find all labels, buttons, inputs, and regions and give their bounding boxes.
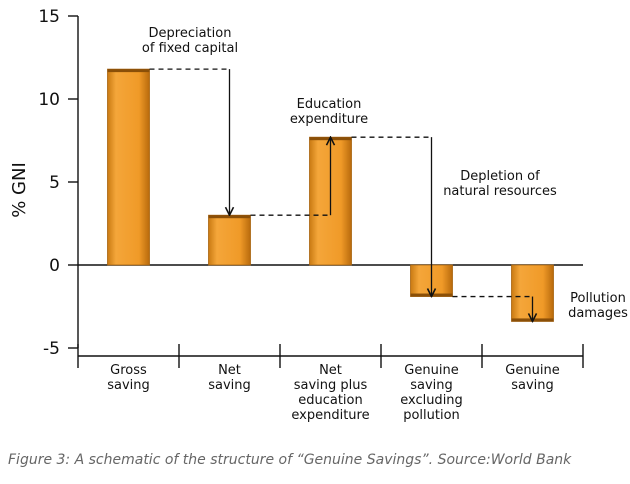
- axes: 15 10 5 0 -5: [38, 7, 584, 368]
- annotation-line: Depreciation: [149, 26, 232, 41]
- annotation-line: damages: [568, 306, 628, 321]
- category-label: Genuine saving excluding pollution: [400, 363, 463, 423]
- category-label: Genuine saving: [505, 363, 559, 393]
- category-label: Gross saving: [107, 363, 150, 393]
- bar: [208, 214, 251, 266]
- category-label-line: saving: [410, 378, 453, 393]
- y-tick-label: 10: [38, 90, 60, 110]
- category-label-line: saving: [107, 378, 150, 393]
- category-label-line: Net: [218, 363, 241, 378]
- bar: [107, 68, 150, 266]
- annotation-label: Depletion of natural resources: [443, 169, 557, 199]
- annotation-label: Pollution damages: [568, 291, 628, 321]
- category-label-line: saving: [208, 378, 251, 393]
- annotation-line: Depletion of: [460, 169, 540, 184]
- category-label-line: excluding: [400, 393, 463, 408]
- annotation-label: Depreciation of fixed capital: [142, 26, 238, 56]
- annotation-line: Education: [297, 97, 362, 112]
- y-tick-label: -5: [43, 339, 60, 359]
- bar-edge: [208, 215, 251, 219]
- y-tick-label: 5: [49, 173, 60, 193]
- category-label-line: Genuine: [505, 363, 559, 378]
- category-label: Net saving plus education expenditure: [291, 363, 369, 423]
- y-tick-label: 15: [38, 7, 60, 27]
- annotation-line: expenditure: [290, 112, 368, 127]
- category-label-line: Net: [319, 363, 342, 378]
- category-label-line: pollution: [403, 408, 460, 423]
- category-label-line: Genuine: [404, 363, 458, 378]
- category-label-line: saving plus: [294, 378, 368, 393]
- genuine-savings-chart: 15 10 5 0 -5 Depreciation of fixed capital Edu…: [9, 7, 628, 423]
- category-label-line: saving: [511, 378, 554, 393]
- category-label-line: Gross: [110, 363, 147, 378]
- category-label-line: expenditure: [291, 408, 369, 423]
- annotations: Depreciation of fixed capital Education exp…: [142, 26, 628, 321]
- y-tick-label: 0: [49, 256, 60, 276]
- annotation-line: natural resources: [443, 184, 557, 199]
- category-label: Net saving: [208, 363, 251, 393]
- y-axis-label: % GNI: [9, 162, 30, 218]
- category-label-line: education: [298, 393, 363, 408]
- annotation-label: Education expenditure: [290, 97, 368, 127]
- annotation-line: Pollution: [570, 291, 626, 306]
- figure-caption: Figure 3: A schematic of the structure o…: [8, 452, 572, 468]
- bar-edge: [107, 69, 150, 73]
- annotation-line: of fixed capital: [142, 41, 238, 56]
